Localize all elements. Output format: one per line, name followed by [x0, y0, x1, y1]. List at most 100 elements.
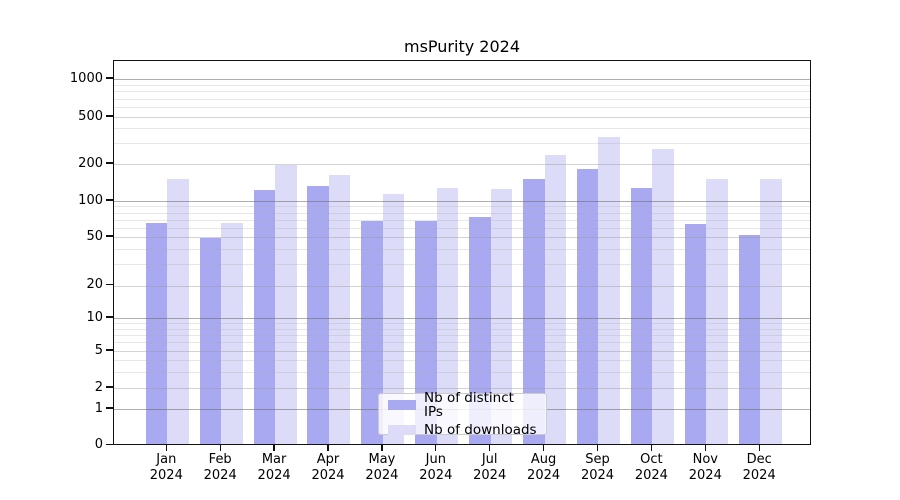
bar-distinct-ips	[738, 234, 761, 445]
minor-gridline	[114, 206, 810, 208]
decade-gridline	[114, 201, 810, 202]
x-axis-tick-label: Dec 2024	[742, 452, 776, 483]
chart-title: msPurity 2024	[404, 37, 520, 56]
minor-gridline	[114, 84, 810, 86]
minor-gridline	[114, 143, 810, 145]
x-axis-tick-label: Feb 2024	[203, 452, 237, 483]
bar-distinct-ips	[576, 169, 599, 445]
legend: Nb of distinct IPs Nb of downloads	[378, 391, 547, 437]
bar-distinct-ips	[253, 190, 276, 445]
x-axis-tick-label: Mar 2024	[257, 452, 291, 483]
y-axis-tick	[106, 235, 113, 237]
y-axis-tick-label: 0	[94, 437, 103, 453]
minor-gridline	[114, 98, 810, 100]
minor-gridline	[114, 107, 810, 108]
minor-gridline	[114, 248, 810, 250]
bar-distinct-ips	[361, 221, 383, 445]
bar-distinct-ips	[469, 217, 491, 445]
y-axis-tick	[106, 77, 113, 79]
minor-gridline	[114, 334, 810, 336]
x-axis-tick-label: Jun 2024	[419, 452, 453, 483]
bar-downloads	[167, 179, 189, 445]
x-axis-tick-label: Apr 2024	[311, 452, 345, 483]
x-axis-tick	[273, 444, 275, 451]
minor-gridline	[114, 342, 810, 344]
x-axis-tick-label: Jan 2024	[149, 452, 183, 483]
gridline	[114, 117, 810, 118]
legend-item: Nb of downloads	[388, 423, 537, 437]
gridline	[114, 388, 810, 389]
legend-label: Nb of downloads	[424, 422, 537, 438]
y-axis-tick-label: 10	[86, 309, 103, 325]
x-axis-tick	[542, 444, 545, 451]
x-axis-tick	[327, 444, 329, 451]
x-axis-tick-label: May 2024	[365, 452, 399, 483]
bar-downloads	[490, 189, 513, 445]
x-axis-tick-label: Sep 2024	[580, 452, 615, 483]
y-axis-tick-label: 100	[78, 192, 103, 208]
bar-downloads	[760, 179, 782, 445]
x-axis-tick-label: Jul 2024	[473, 452, 507, 483]
y-axis-tick	[106, 316, 113, 318]
minor-gridline	[114, 212, 810, 214]
decade-gridline	[114, 318, 810, 319]
y-axis-tick	[106, 162, 113, 164]
y-axis-tick-label: 200	[78, 155, 103, 171]
bar-distinct-ips	[684, 224, 707, 445]
legend-swatch-downloads	[388, 425, 416, 435]
x-axis-tick	[650, 444, 653, 451]
minor-gridline	[114, 323, 810, 325]
bar-downloads	[275, 164, 297, 445]
x-axis-tick	[435, 444, 437, 451]
minor-gridline	[114, 371, 810, 373]
bar-downloads	[598, 136, 620, 445]
minor-gridline	[114, 128, 810, 130]
legend-item: Nb of distinct IPs	[388, 391, 537, 419]
y-axis-tick	[106, 283, 113, 286]
y-axis-tick-label: 1	[94, 400, 103, 416]
bar-distinct-ips	[630, 188, 653, 445]
y-axis-tick	[106, 115, 113, 117]
x-axis-tick	[219, 444, 221, 451]
x-axis-tick	[489, 444, 491, 451]
gridline	[114, 285, 810, 287]
y-axis-tick	[106, 386, 113, 388]
bar-downloads	[221, 222, 243, 445]
minor-gridline	[114, 360, 810, 361]
minor-gridline	[114, 227, 810, 229]
y-axis-tick	[106, 407, 113, 409]
bar-distinct-ips	[307, 185, 329, 445]
x-axis-tick-label: Nov 2024	[688, 452, 722, 483]
gridline	[114, 351, 810, 352]
minor-gridline	[114, 91, 810, 93]
x-axis-tick	[704, 444, 706, 451]
minor-gridline	[114, 264, 810, 266]
bar-downloads	[382, 193, 405, 445]
y-axis-tick	[106, 199, 113, 201]
y-axis-tick-label: 2	[94, 379, 103, 395]
y-axis-tick-label: 20	[86, 277, 103, 292]
y-axis-tick	[106, 444, 113, 446]
bar-downloads	[706, 178, 728, 445]
legend-label: Nb of distinct IPs	[424, 390, 514, 420]
y-axis-tick	[106, 349, 113, 351]
legend-swatch-distinct-ips	[388, 400, 416, 410]
gridline	[114, 164, 810, 165]
x-axis-tick	[596, 444, 599, 451]
bar-downloads	[544, 155, 567, 445]
bar-distinct-ips	[523, 179, 545, 445]
y-axis-tick-label: 50	[86, 228, 103, 244]
y-axis-tick-label: 5	[94, 342, 103, 358]
bar-distinct-ips	[415, 221, 437, 445]
gridline	[114, 237, 810, 238]
minor-gridline	[114, 219, 810, 221]
x-axis-tick	[165, 444, 167, 451]
x-axis-tick-label: Oct 2024	[634, 452, 668, 483]
bar-downloads	[328, 174, 351, 445]
x-axis-tick	[381, 444, 383, 451]
bar-distinct-ips	[145, 223, 168, 445]
x-axis-tick-label: Aug 2024	[527, 452, 561, 483]
bar-downloads	[652, 149, 674, 445]
plot-area	[113, 60, 811, 445]
